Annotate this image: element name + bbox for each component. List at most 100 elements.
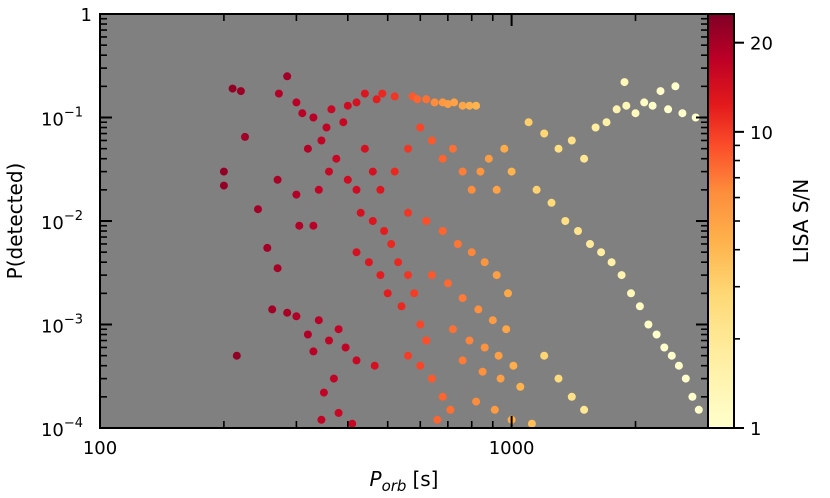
scatter-point	[303, 330, 312, 339]
scatter-point	[390, 167, 399, 176]
scatter-point	[500, 144, 509, 153]
scatter-point	[413, 95, 422, 104]
x-axis-label-main: P	[370, 467, 383, 491]
scatter-point	[540, 351, 549, 360]
scatter-point	[656, 87, 665, 96]
scatter-point	[341, 343, 350, 352]
plot-area	[100, 14, 708, 428]
scatter-point	[580, 405, 589, 414]
scatter-point	[640, 98, 649, 107]
scatter-point	[488, 316, 497, 325]
scatter-point	[492, 271, 501, 280]
scatter-point	[368, 217, 377, 225]
scatter-point	[327, 105, 336, 114]
scatter-point	[352, 98, 361, 107]
x-axis-label: Porb [s]	[370, 467, 439, 495]
scatter-point	[540, 129, 549, 138]
colorbar-ticks: 1 10 20	[734, 34, 773, 440]
scatter-point	[263, 243, 272, 252]
scatter-point	[364, 258, 373, 267]
scatter-points	[219, 72, 703, 428]
scatter-point	[427, 374, 436, 383]
scatter-point	[404, 271, 412, 280]
scatter-point	[322, 123, 331, 132]
scatter-point	[631, 109, 640, 118]
scatter-point	[635, 302, 644, 311]
scatter-point	[554, 144, 563, 153]
scatter-point	[458, 294, 467, 303]
scatter-point	[368, 167, 377, 176]
scatter-point	[438, 392, 447, 401]
scatter-point	[494, 351, 503, 360]
x-axis-label-sub: orb	[382, 477, 407, 495]
scatter-point	[496, 374, 505, 383]
scatter-point	[232, 351, 241, 360]
scatter-point	[480, 343, 489, 352]
scatter-point	[474, 305, 483, 314]
scatter-point	[627, 289, 635, 298]
scatter-point	[329, 374, 338, 383]
scatter-point	[490, 405, 499, 414]
scatter-point	[317, 415, 326, 424]
scatter-point	[309, 221, 318, 230]
scatter-point	[298, 109, 307, 118]
scatter-point	[219, 181, 228, 190]
scatter-point	[380, 227, 389, 235]
scatter-point	[574, 227, 582, 235]
scatter-point	[607, 258, 616, 267]
scatter-point	[580, 154, 589, 163]
scatter-point	[352, 248, 361, 257]
scatter-point	[387, 240, 396, 248]
scatter-point	[591, 123, 600, 132]
axis-ticks	[99, 13, 709, 429]
scatter-point	[404, 351, 412, 360]
scatter-point	[376, 185, 385, 194]
scatter-point	[356, 208, 365, 217]
scatter-point	[484, 154, 493, 163]
scatter-point	[394, 258, 403, 267]
scatter-point	[303, 144, 312, 153]
scatter-point	[492, 185, 501, 194]
scatter-point	[527, 419, 536, 428]
scatter-point	[228, 84, 237, 93]
scatter-point	[416, 361, 425, 370]
scatter-point	[314, 316, 323, 325]
scatter-point	[292, 98, 301, 107]
colorbar-label: LISA S/N	[789, 179, 813, 264]
scatter-point	[309, 347, 318, 356]
colorbar-tick-label: 10	[750, 123, 773, 144]
scatter-point	[694, 405, 703, 414]
scatter-point	[378, 89, 387, 98]
scatter-point	[295, 221, 304, 230]
scatter-point	[660, 343, 669, 352]
scatter-point	[273, 175, 282, 184]
scatter-point	[446, 405, 455, 414]
scatter-point	[348, 419, 357, 428]
scatter-point	[472, 397, 481, 406]
scatter-point	[674, 361, 683, 370]
scatter-point	[370, 361, 379, 370]
scatter-point	[450, 98, 459, 107]
scatter-point	[476, 167, 485, 176]
scatter-point	[325, 336, 333, 345]
scatter-point	[443, 279, 452, 288]
scatter-point	[274, 89, 283, 98]
scatter-point	[334, 325, 343, 334]
scatter-point	[602, 118, 611, 127]
scatter-point	[667, 351, 676, 360]
scatter-point	[652, 330, 661, 339]
scatter-point	[352, 356, 361, 365]
x-tick-label: 100	[83, 438, 117, 459]
x-tick-label: 1000	[489, 438, 535, 459]
scatter-point	[236, 87, 245, 96]
scatter-point	[339, 118, 348, 127]
scatter-point	[648, 101, 657, 110]
y-tick-label: 10−2	[41, 209, 83, 234]
scatter-point	[502, 325, 511, 334]
scatter-point	[504, 289, 512, 298]
y-tick-label: 1	[81, 5, 92, 26]
scatter-point	[691, 113, 700, 122]
scatter-point	[319, 388, 328, 397]
